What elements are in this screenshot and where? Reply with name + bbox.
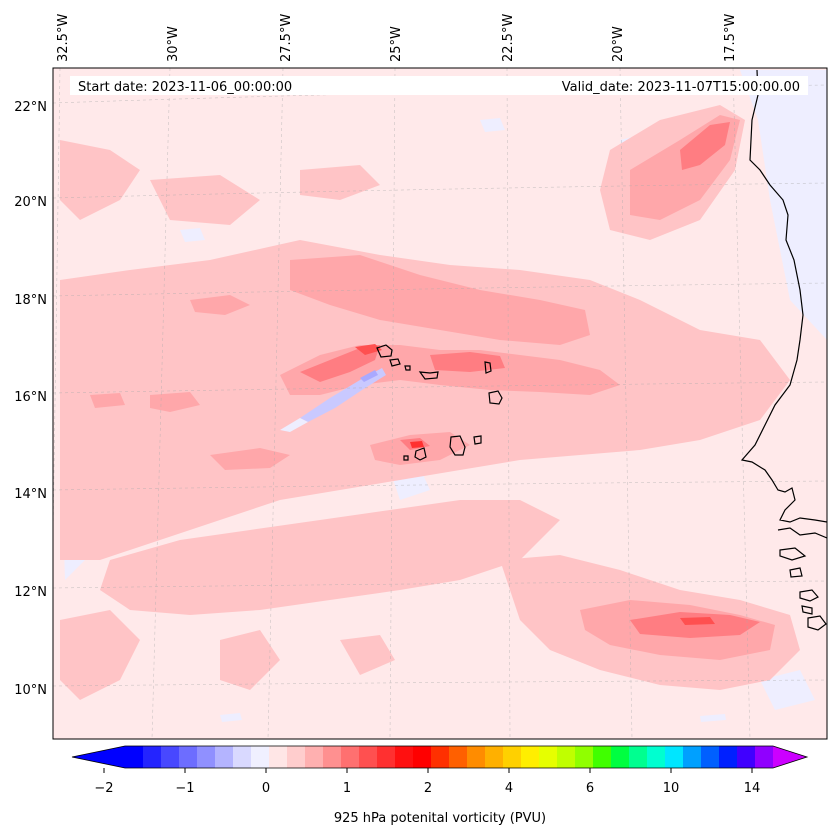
colorbar-swatch	[323, 746, 342, 768]
strong-pv-areas	[300, 122, 760, 638]
lon-label: 32.5°W	[56, 14, 71, 62]
colorbar-tick-label: 0	[262, 781, 270, 796]
colorbar-swatch	[143, 746, 162, 768]
colorbar-swatch	[755, 746, 774, 768]
date-banner	[70, 76, 808, 95]
lon-label: 30°W	[166, 26, 181, 62]
colorbar-swatch	[449, 746, 468, 768]
lat-label: 10°N	[14, 683, 47, 698]
colorbar-swatch	[431, 746, 450, 768]
colorbar-swatch	[287, 746, 306, 768]
colorbar-swatch	[467, 746, 486, 768]
pv-field	[53, 68, 827, 739]
colorbar-swatch	[215, 746, 234, 768]
lat-label: 22°N	[14, 100, 47, 115]
colorbar-swatch	[179, 746, 198, 768]
coastlines	[740, 69, 827, 631]
colorbar-tick-label: 10	[663, 781, 680, 796]
colorbar-outline	[71, 745, 809, 769]
colorbar-ticks: −2 −1 0 1 2 4 6 10 14	[94, 768, 760, 796]
lat-label: 16°N	[14, 390, 47, 405]
colorbar-tick-label: 2	[424, 781, 432, 796]
colorbar-swatch	[503, 746, 522, 768]
colorbar-tick-label: 4	[505, 781, 513, 796]
colorbar-swatch	[647, 746, 666, 768]
colorbar-swatch	[611, 746, 630, 768]
colorbar-swatch	[719, 746, 738, 768]
colorbar-swatch	[521, 746, 540, 768]
colorbar-swatch	[665, 746, 684, 768]
colorbar-swatch	[395, 746, 414, 768]
colorbar-swatch	[539, 746, 558, 768]
lon-label: 22.5°W	[501, 14, 516, 62]
colorbar-tick-label: 1	[343, 781, 351, 796]
africa-coast	[740, 69, 827, 523]
colorbar-swatch	[629, 746, 648, 768]
colorbar-swatch	[377, 746, 396, 768]
lon-label: 25°W	[389, 26, 404, 62]
start-date-label: Start date: 2023-11-06_00:00:00	[78, 80, 292, 95]
colorbar-tick-label: 6	[586, 781, 594, 796]
colorbar-tick-label: −1	[175, 781, 194, 796]
colorbar-swatch	[251, 746, 270, 768]
colorbar-tick-label: 14	[744, 781, 761, 796]
negative-pv-streak	[280, 368, 386, 432]
colorbar-swatch	[161, 746, 180, 768]
colorbar-swatch	[305, 746, 324, 768]
valid-date-label: Valid_date: 2023-11-07T15:00:00.00	[562, 80, 800, 95]
colorbar-tick-label: −2	[94, 781, 113, 796]
lat-label: 14°N	[14, 487, 47, 502]
colorbar-swatch	[269, 746, 288, 768]
lat-label: 12°N	[14, 585, 47, 600]
colorbar-swatch	[593, 746, 612, 768]
lon-label: 20°W	[611, 26, 626, 62]
colorbar-swatch	[341, 746, 360, 768]
colorbar-min-arrow	[72, 746, 125, 768]
colorbar-swatch	[485, 746, 504, 768]
colorbar-max-arrow	[773, 746, 807, 768]
colorbar-swatch	[197, 746, 216, 768]
colorbar-swatch	[575, 746, 594, 768]
lon-label: 17.5°W	[723, 14, 738, 62]
cape-verde-islands	[376, 344, 503, 461]
colorbar-swatch	[359, 746, 378, 768]
lon-label: 27.5°W	[279, 14, 294, 62]
colorbar-swatch	[557, 746, 576, 768]
graticule	[53, 68, 827, 739]
colorbar-swatch	[737, 746, 756, 768]
colorbar-swatch	[701, 746, 720, 768]
colorbar-swatch	[233, 746, 252, 768]
map-frame	[52, 67, 828, 740]
colorbar-label: 925 hPa potenital vorticity (PVU)	[334, 811, 546, 826]
lat-label: 20°N	[14, 195, 47, 210]
lat-label: 18°N	[14, 293, 47, 308]
latitude-labels: 22°N 20°N 18°N 16°N 14°N 12°N 10°N	[14, 100, 47, 698]
colorbar: −2 −1 0 1 2 4 6 10 14 925 hPa potenital vorticit…	[71, 745, 809, 826]
colorbar-swatch	[125, 746, 144, 768]
colorbar-swatch	[683, 746, 702, 768]
longitude-labels: 32.5°W 30°W 27.5°W 25°W 22.5°W 20°W 17.5…	[56, 14, 738, 62]
colorbar-swatch	[413, 746, 432, 768]
